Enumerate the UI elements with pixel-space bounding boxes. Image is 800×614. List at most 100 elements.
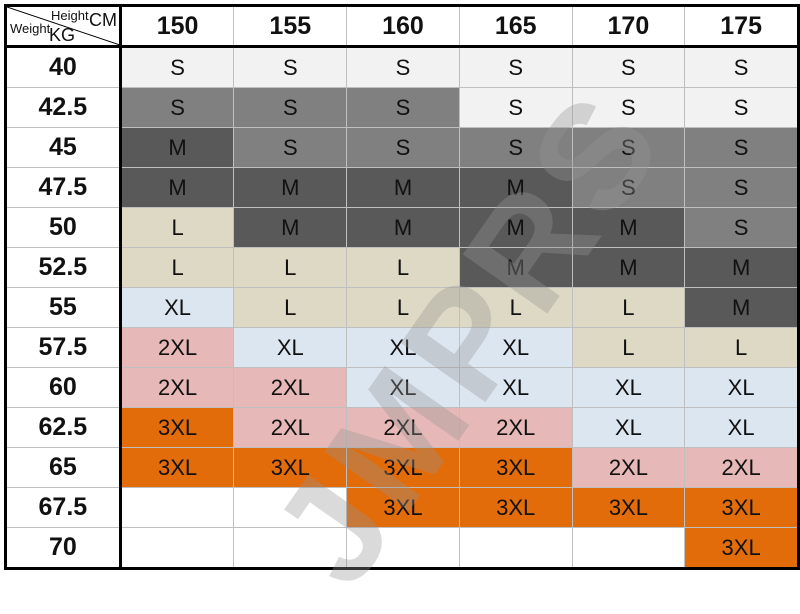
size-cell: XL [571,367,686,408]
size-cell: S [571,127,686,168]
size-cell: 2XL [119,327,235,368]
size-cell: L [684,327,799,368]
size-cell: XL [684,367,799,408]
size-cell: M [346,207,460,248]
size-cell: XL [346,367,460,408]
table-row: 47.5 M M M M S S [5,167,799,208]
table-row: 42.5 S S S S S S [5,87,799,128]
size-cell: S [458,127,573,168]
height-header: 170 [571,5,686,48]
size-cell: M [458,167,573,208]
size-cell: 2XL [571,447,686,488]
size-cell: 3XL [233,447,348,488]
height-unit: CM [89,10,117,30]
header-row: Height CM Weight KG 150 155 160 165 170 175 [5,5,799,48]
weight-cell: 42.5 [5,87,122,128]
size-cell: L [571,287,686,328]
table-row: 40 S S S S S S [5,46,799,88]
size-cell: L [233,287,348,328]
size-cell: M [571,247,686,288]
size-cell: L [571,327,686,368]
size-cell: S [684,127,799,168]
size-cell: L [458,287,573,328]
size-cell [233,487,348,528]
corner-cell: Height CM Weight KG [5,5,122,48]
weight-cell: 55 [5,287,122,328]
weight-cell: 50 [5,207,122,248]
size-cell [346,527,460,569]
size-cell: 2XL [119,367,235,408]
size-chart-table: Height CM Weight KG 150 155 160 165 170 175 4… [4,4,800,570]
weight-cell: 70 [5,527,122,569]
table-row: 45 M S S S S S [5,127,799,168]
weight-label: Weight [10,21,51,36]
size-cell: 3XL [346,487,460,528]
table-row: 67.5 3XL 3XL 3XL 3XL [5,487,799,528]
size-cell: L [233,247,348,288]
size-cell: 2XL [233,407,348,448]
size-cell: L [119,247,235,288]
table-row: 65 3XL 3XL 3XL 3XL 2XL 2XL [5,447,799,488]
weight-unit: KG [49,25,76,45]
weight-cell: 40 [5,46,122,88]
size-cell: S [346,46,460,88]
size-cell: L [346,287,460,328]
weight-cell: 62.5 [5,407,122,448]
size-cell: S [346,127,460,168]
size-cell: M [119,167,235,208]
size-cell: S [684,46,799,88]
size-cell: L [119,207,235,248]
size-cell [571,527,686,569]
size-cell: S [458,46,573,88]
height-header: 165 [458,5,573,48]
size-cell: S [233,46,348,88]
size-cell: L [346,247,460,288]
size-cell: S [571,87,686,128]
size-cell: M [346,167,460,208]
weight-cell: 67.5 [5,487,122,528]
size-cell: S [233,127,348,168]
size-cell: 3XL [119,447,235,488]
size-cell [458,527,573,569]
size-cell: S [684,207,799,248]
weight-cell: 57.5 [5,327,122,368]
size-cell: S [684,87,799,128]
height-label: Height [51,8,89,23]
size-cell: M [458,207,573,248]
table-row: 57.5 2XL XL XL XL L L [5,327,799,368]
size-cell: S [571,46,686,88]
weight-cell: 65 [5,447,122,488]
size-cell: XL [684,407,799,448]
size-cell: XL [571,407,686,448]
size-cell: XL [458,327,573,368]
size-cell [119,487,235,528]
size-cell: M [571,207,686,248]
diagonal-divider [7,7,120,45]
size-cell: 3XL [571,487,686,528]
weight-cell: 52.5 [5,247,122,288]
size-cell: 3XL [119,407,235,448]
height-header: 175 [684,5,799,48]
size-cell: S [571,167,686,208]
height-header: 160 [346,5,460,48]
weight-cell: 45 [5,127,122,168]
size-cell: M [684,287,799,328]
size-cell: S [119,46,235,88]
table-row: 50 L M M M M S [5,207,799,248]
size-cell: 3XL [458,487,573,528]
size-cell [119,527,235,569]
table-row: 55 XL L L L L M [5,287,799,328]
size-cell: XL [346,327,460,368]
size-cell: 2XL [233,367,348,408]
size-cell: S [458,87,573,128]
size-cell: S [119,87,235,128]
size-cell: 3XL [684,487,799,528]
size-cell: S [346,87,460,128]
table-row: 62.5 3XL 2XL 2XL 2XL XL XL [5,407,799,448]
size-cell: XL [458,367,573,408]
size-cell: 2XL [684,447,799,488]
height-header: 155 [233,5,348,48]
weight-cell: 47.5 [5,167,122,208]
size-cell: M [233,167,348,208]
weight-cell: 60 [5,367,122,408]
